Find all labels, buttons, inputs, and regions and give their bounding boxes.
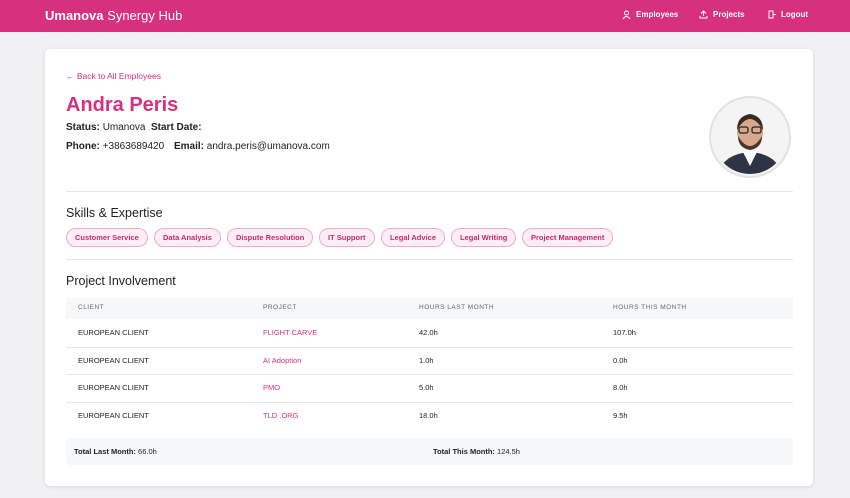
divider	[66, 191, 793, 192]
profile-card	[45, 49, 813, 486]
skill-chip: Customer Service	[66, 228, 148, 247]
phone: +3863689420	[102, 141, 165, 152]
nav-label: Employees	[636, 10, 679, 19]
table-cell: 107.0h	[613, 328, 636, 337]
table-cell: EUROPEAN CLIENT	[78, 410, 149, 420]
status-line: Status: Umanova	[66, 122, 146, 133]
back-link[interactable]: ← Back to All Employees	[66, 71, 161, 81]
nav-employees[interactable]: Employees	[622, 10, 678, 19]
logout-icon	[768, 10, 776, 19]
start-date: Start Date:	[151, 122, 202, 133]
table-cell: 42.0h	[419, 328, 438, 337]
brand[interactable]: Umanova Synergy Hub	[45, 8, 182, 23]
row-divider	[66, 374, 793, 375]
nav-logout[interactable]: Logout	[767, 10, 808, 19]
employee-name: Andra Peris	[66, 94, 179, 116]
total-this: Total This Month: 124.5h	[433, 447, 520, 456]
total-last: Total Last Month: 66.0h	[74, 447, 157, 456]
brand-bold: Umanova	[45, 8, 104, 23]
upload-icon	[699, 10, 708, 19]
label: Start Date:	[151, 122, 202, 133]
email: andra.peris@umanova.com	[206, 141, 330, 152]
table-cell: EUROPEAN CLIENT	[78, 355, 149, 365]
table-header	[66, 298, 793, 319]
table-cell: 9.5h	[613, 410, 628, 420]
project-link[interactable]: TLD .ORG	[263, 410, 299, 420]
email-line: Email: andra.peris@umanova.com	[174, 141, 330, 152]
skill-chip: Project Management	[522, 228, 614, 247]
project-link[interactable]: PMO	[263, 383, 281, 392]
table-cell: 8.0h	[613, 383, 628, 392]
row-divider	[66, 401, 793, 403]
label: Status:	[66, 122, 100, 133]
table-cell: 0.0h	[613, 355, 628, 365]
totals-bar	[66, 438, 793, 465]
back-text: Back to All Employees	[76, 71, 161, 81]
phone-line: Phone: +3863689420	[66, 141, 164, 152]
skill-chip: Dispute Resolution	[227, 228, 314, 247]
section-title: Project Involvement	[66, 274, 176, 288]
nav-label: Projects	[713, 10, 745, 19]
skill-chip: Legal Advice	[381, 228, 445, 247]
column-header: HOURS THIS MONTH	[613, 304, 687, 311]
label: Phone:	[66, 141, 100, 152]
project-link[interactable]: AI Adoption	[263, 355, 302, 365]
table-cell: EUROPEAN CLIENT	[78, 383, 149, 392]
table-cell: 1.0h	[419, 355, 434, 365]
brand-rest: Synergy Hub	[107, 8, 183, 23]
value: 124.5h	[497, 447, 520, 456]
user-icon	[622, 10, 631, 19]
nav-projects[interactable]: Projects	[699, 10, 745, 19]
label: Email:	[174, 141, 205, 152]
status: Umanova	[102, 122, 146, 133]
column-header: PROJECT	[263, 304, 297, 311]
value: 66.0h	[138, 447, 157, 456]
table-cell: EUROPEAN CLIENT	[78, 328, 149, 337]
table-cell: 18.0h	[419, 410, 438, 420]
nav-label: Logout	[781, 10, 809, 19]
top-bar: Umanova Synergy Hub Employees Projects L…	[0, 0, 850, 32]
project-link[interactable]: FLIGHT CARVE	[263, 328, 318, 337]
table-cell: 5.0h	[419, 383, 434, 392]
skill-chip: Data Analysis	[154, 228, 221, 247]
divider	[66, 259, 793, 260]
column-header: HOURS LAST MONTH	[419, 304, 495, 311]
avatar	[709, 96, 791, 178]
skill-chip: IT Support	[319, 228, 375, 247]
label: Total Last Month:	[74, 447, 136, 456]
row-divider	[66, 346, 793, 348]
skill-chip: Legal Writing	[451, 228, 517, 247]
column-header: CLIENT	[78, 304, 105, 311]
label: Total This Month:	[433, 447, 495, 456]
section-title: Skills & Expertise	[66, 206, 163, 220]
